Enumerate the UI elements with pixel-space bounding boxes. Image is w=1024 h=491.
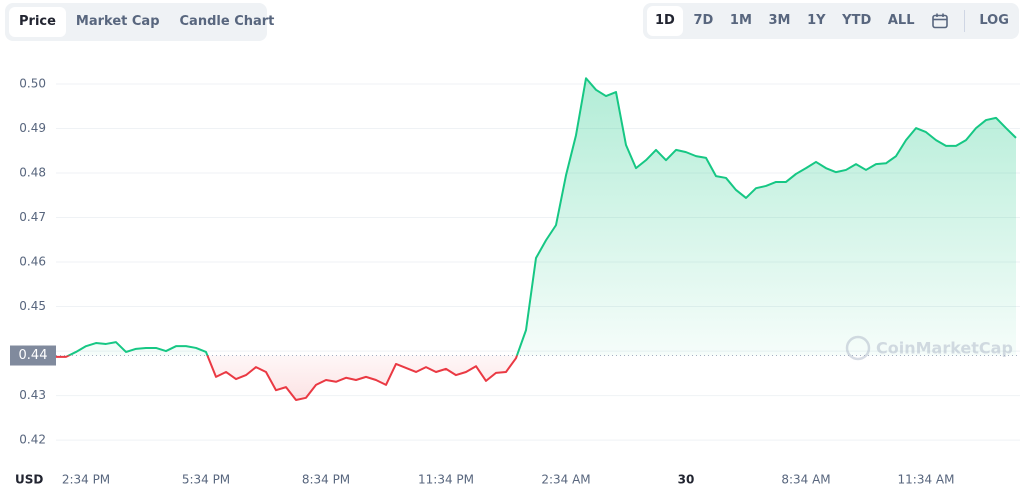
range-button[interactable]: YTD — [842, 13, 872, 28]
range-button[interactable]: 1Y — [807, 13, 826, 28]
tab[interactable]: Market Cap — [75, 14, 160, 29]
x-tick-label: 5:34 PM — [182, 473, 230, 487]
watermark-logo — [845, 335, 871, 361]
x-tick-label: 30 — [678, 473, 695, 487]
x-tick-label: 2:34 PM — [62, 473, 110, 487]
tab[interactable]: Price — [9, 7, 66, 37]
watermark: CoinMarketCap — [876, 339, 1013, 358]
x-tick-label: 8:34 PM — [302, 473, 350, 487]
calendar-icon — [932, 13, 948, 28]
y-tick-label: 0.44 — [19, 344, 46, 358]
y-tick-label: 0.50 — [19, 77, 46, 91]
x-tick-label: 8:34 AM — [781, 473, 830, 487]
range-button[interactable]: 1M — [729, 13, 752, 28]
tab-group: Price Market Cap Candle Chart — [5, 3, 274, 41]
range-button[interactable]: ALL — [887, 13, 915, 28]
calendar-button[interactable] — [925, 6, 955, 36]
y-tick-label: 0.42 — [19, 433, 46, 447]
x-tick-label: 2:34 AM — [541, 473, 590, 487]
watermark-group: CoinMarketCap — [845, 335, 1013, 361]
y-tick-label: 0.46 — [19, 255, 46, 269]
y-tick-label: 0.43 — [19, 388, 46, 402]
price-label: 0.44 — [19, 348, 48, 363]
price-label-box — [10, 345, 56, 366]
range-button[interactable]: 7D — [693, 13, 714, 28]
area-fill — [56, 78, 1016, 401]
price-line — [56, 77, 1017, 402]
tab[interactable]: Candle Chart — [179, 14, 275, 29]
range-button[interactable]: 3M — [768, 13, 791, 28]
separator — [963, 10, 965, 32]
range-group: 1D 7D 1M 3M 1Y YTD ALL LOG — [643, 3, 1019, 39]
y-tick-label: 0.45 — [19, 299, 46, 313]
range-button[interactable]: 1D — [647, 6, 683, 36]
axis-label: USD — [15, 473, 43, 487]
log-button[interactable]: LOG — [979, 13, 1009, 28]
y-tick-label: 0.49 — [19, 121, 46, 135]
y-tick-label: 0.47 — [19, 210, 46, 224]
y-tick-label: 0.48 — [19, 166, 46, 180]
x-tick-label: 11:34 PM — [418, 473, 474, 487]
x-tick-label: 11:34 AM — [898, 473, 955, 487]
